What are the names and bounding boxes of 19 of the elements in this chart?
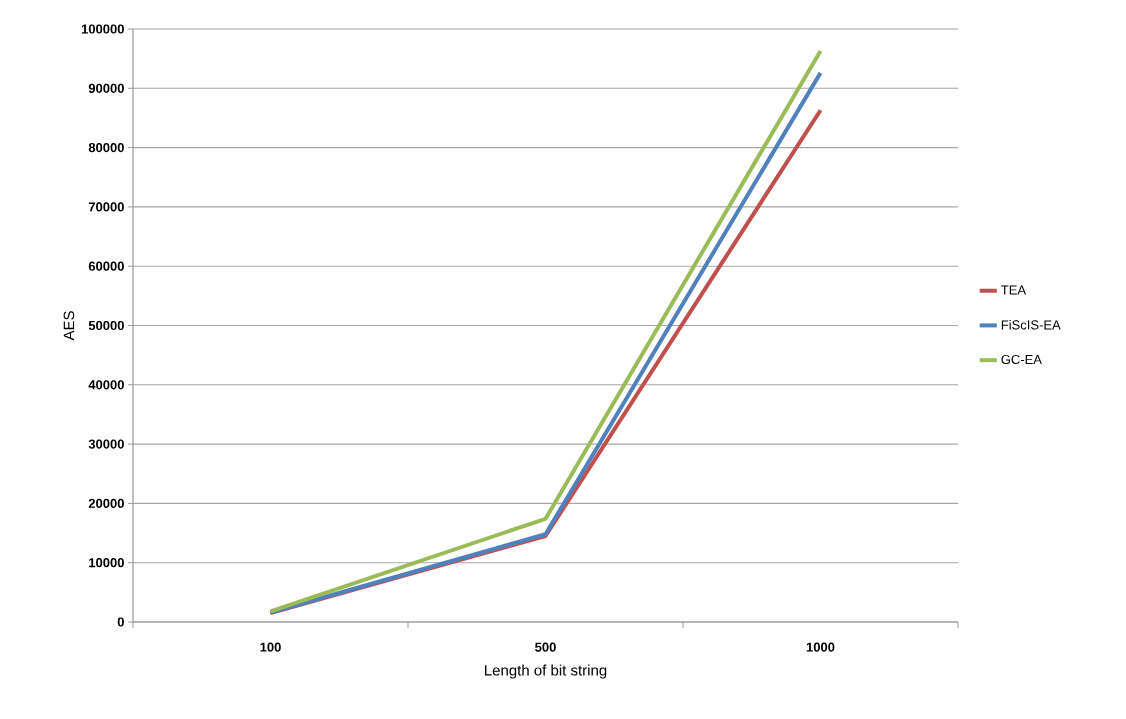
y-tick-label: 50000 [88, 320, 124, 331]
legend-label: FiScIS-EA [1001, 319, 1061, 330]
legend-label: TEA [1001, 285, 1027, 295]
y-tick-label: 10000 [89, 558, 124, 568]
y-tick-label: 80000 [88, 142, 124, 153]
x-tick-label: 1000 [806, 642, 835, 652]
y-axis-title: AES [63, 311, 75, 341]
y-tick-label: 60000 [88, 261, 124, 271]
y-tick-label: 40000 [88, 380, 124, 390]
y-tick-label: 30000 [88, 439, 124, 449]
y-tick-label: 20000 [88, 498, 124, 508]
legend-label: GC-EA [1001, 354, 1042, 365]
x-axis-title: Length of bit string [485, 664, 607, 679]
y-tick-label: 0 [117, 617, 124, 627]
y-tick-label: 100000 [81, 24, 124, 34]
y-tick-label: 90000 [88, 83, 124, 93]
y-tick-label: 70000 [88, 202, 124, 212]
x-tick-label: 100 [260, 642, 281, 652]
x-tick-label: 500 [535, 642, 556, 652]
